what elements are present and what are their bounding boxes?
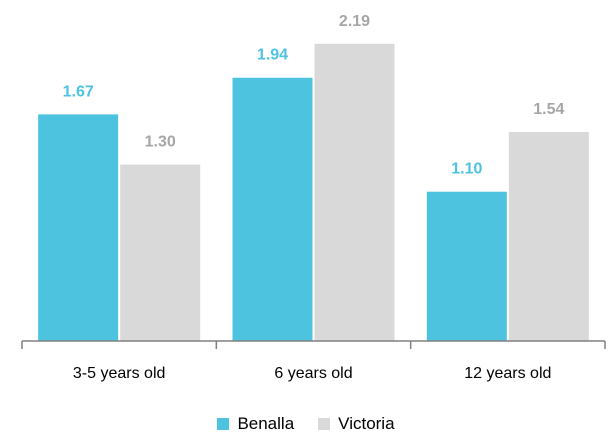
category-label-3-5-years-old: 3-5 years old	[73, 365, 166, 382]
bar-benalla-6-years-old	[232, 77, 313, 341]
legend-label-benalla: Benalla	[237, 414, 295, 433]
legend: Benalla Victoria	[0, 404, 612, 444]
legend-item-benalla: Benalla	[217, 414, 294, 434]
bar-victoria-12-years-old	[508, 132, 589, 341]
value-label-benalla-3-5-years-old: 1.67	[63, 83, 94, 100]
bars-group	[38, 43, 589, 341]
bar-benalla-3-5-years-old	[38, 114, 119, 341]
value-labels-group: 1.67 1.30 1.94 2.19 1.10 1.54	[63, 13, 565, 178]
bar-victoria-6-years-old	[314, 43, 395, 341]
value-label-victoria-3-5-years-old: 1.30	[145, 134, 176, 151]
value-label-benalla-6-years-old: 1.94	[257, 47, 288, 64]
bar-victoria-3-5-years-old	[120, 164, 201, 341]
bar-chart: 1.67 1.30 1.94 2.19 1.10 1.54 3-5 years old 6 …	[21, 13, 606, 382]
legend-swatch-victoria	[318, 418, 331, 430]
category-labels-group: 3-5 years old 6 years old 12 years old	[73, 365, 552, 382]
legend-label-victoria: Victoria	[338, 414, 395, 433]
legend-item-victoria: Victoria	[318, 414, 395, 434]
value-label-benalla-12-years-old: 1.10	[451, 161, 482, 178]
category-label-6-years-old: 6 years old	[274, 365, 352, 382]
category-label-12-years-old: 12 years old	[464, 365, 551, 382]
bar-benalla-12-years-old	[426, 191, 507, 341]
value-label-victoria-6-years-old: 2.19	[339, 13, 370, 30]
value-label-victoria-12-years-old: 1.54	[533, 101, 564, 118]
x-axis-ticks	[21, 341, 606, 349]
legend-swatch-benalla	[217, 418, 230, 430]
